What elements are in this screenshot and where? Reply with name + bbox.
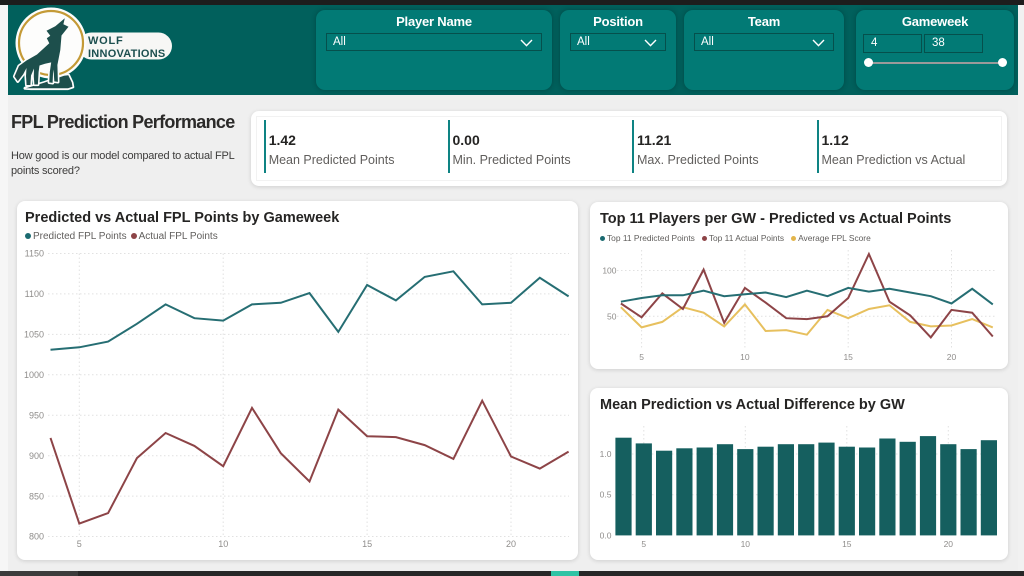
svg-text:10: 10: [741, 539, 751, 549]
svg-text:900: 900: [29, 451, 44, 461]
svg-text:1000: 1000: [24, 370, 44, 380]
svg-text:850: 850: [29, 491, 44, 501]
svg-text:15: 15: [843, 352, 853, 362]
svg-text:10: 10: [740, 352, 750, 362]
svg-text:20: 20: [947, 352, 957, 362]
svg-text:15: 15: [842, 539, 852, 549]
svg-text:WOLF: WOLF: [88, 35, 124, 47]
svg-text:1100: 1100: [25, 289, 44, 299]
svg-text:800: 800: [29, 532, 44, 542]
svg-text:20: 20: [506, 539, 516, 549]
svg-text:1.0: 1.0: [600, 449, 612, 459]
svg-text:1150: 1150: [25, 249, 44, 259]
svg-text:50: 50: [607, 311, 617, 321]
svg-text:15: 15: [362, 539, 372, 549]
svg-text:20: 20: [944, 539, 954, 549]
svg-text:5: 5: [639, 352, 644, 362]
svg-text:5: 5: [77, 539, 82, 549]
svg-text:5: 5: [641, 539, 646, 549]
svg-text:0.5: 0.5: [600, 490, 612, 500]
svg-text:1050: 1050: [24, 330, 44, 340]
svg-text:950: 950: [29, 410, 44, 420]
svg-text:0.0: 0.0: [600, 530, 612, 540]
svg-text:100: 100: [602, 266, 616, 276]
svg-text:10: 10: [218, 539, 228, 549]
svg-text:INNOVATIONS: INNOVATIONS: [88, 48, 166, 60]
